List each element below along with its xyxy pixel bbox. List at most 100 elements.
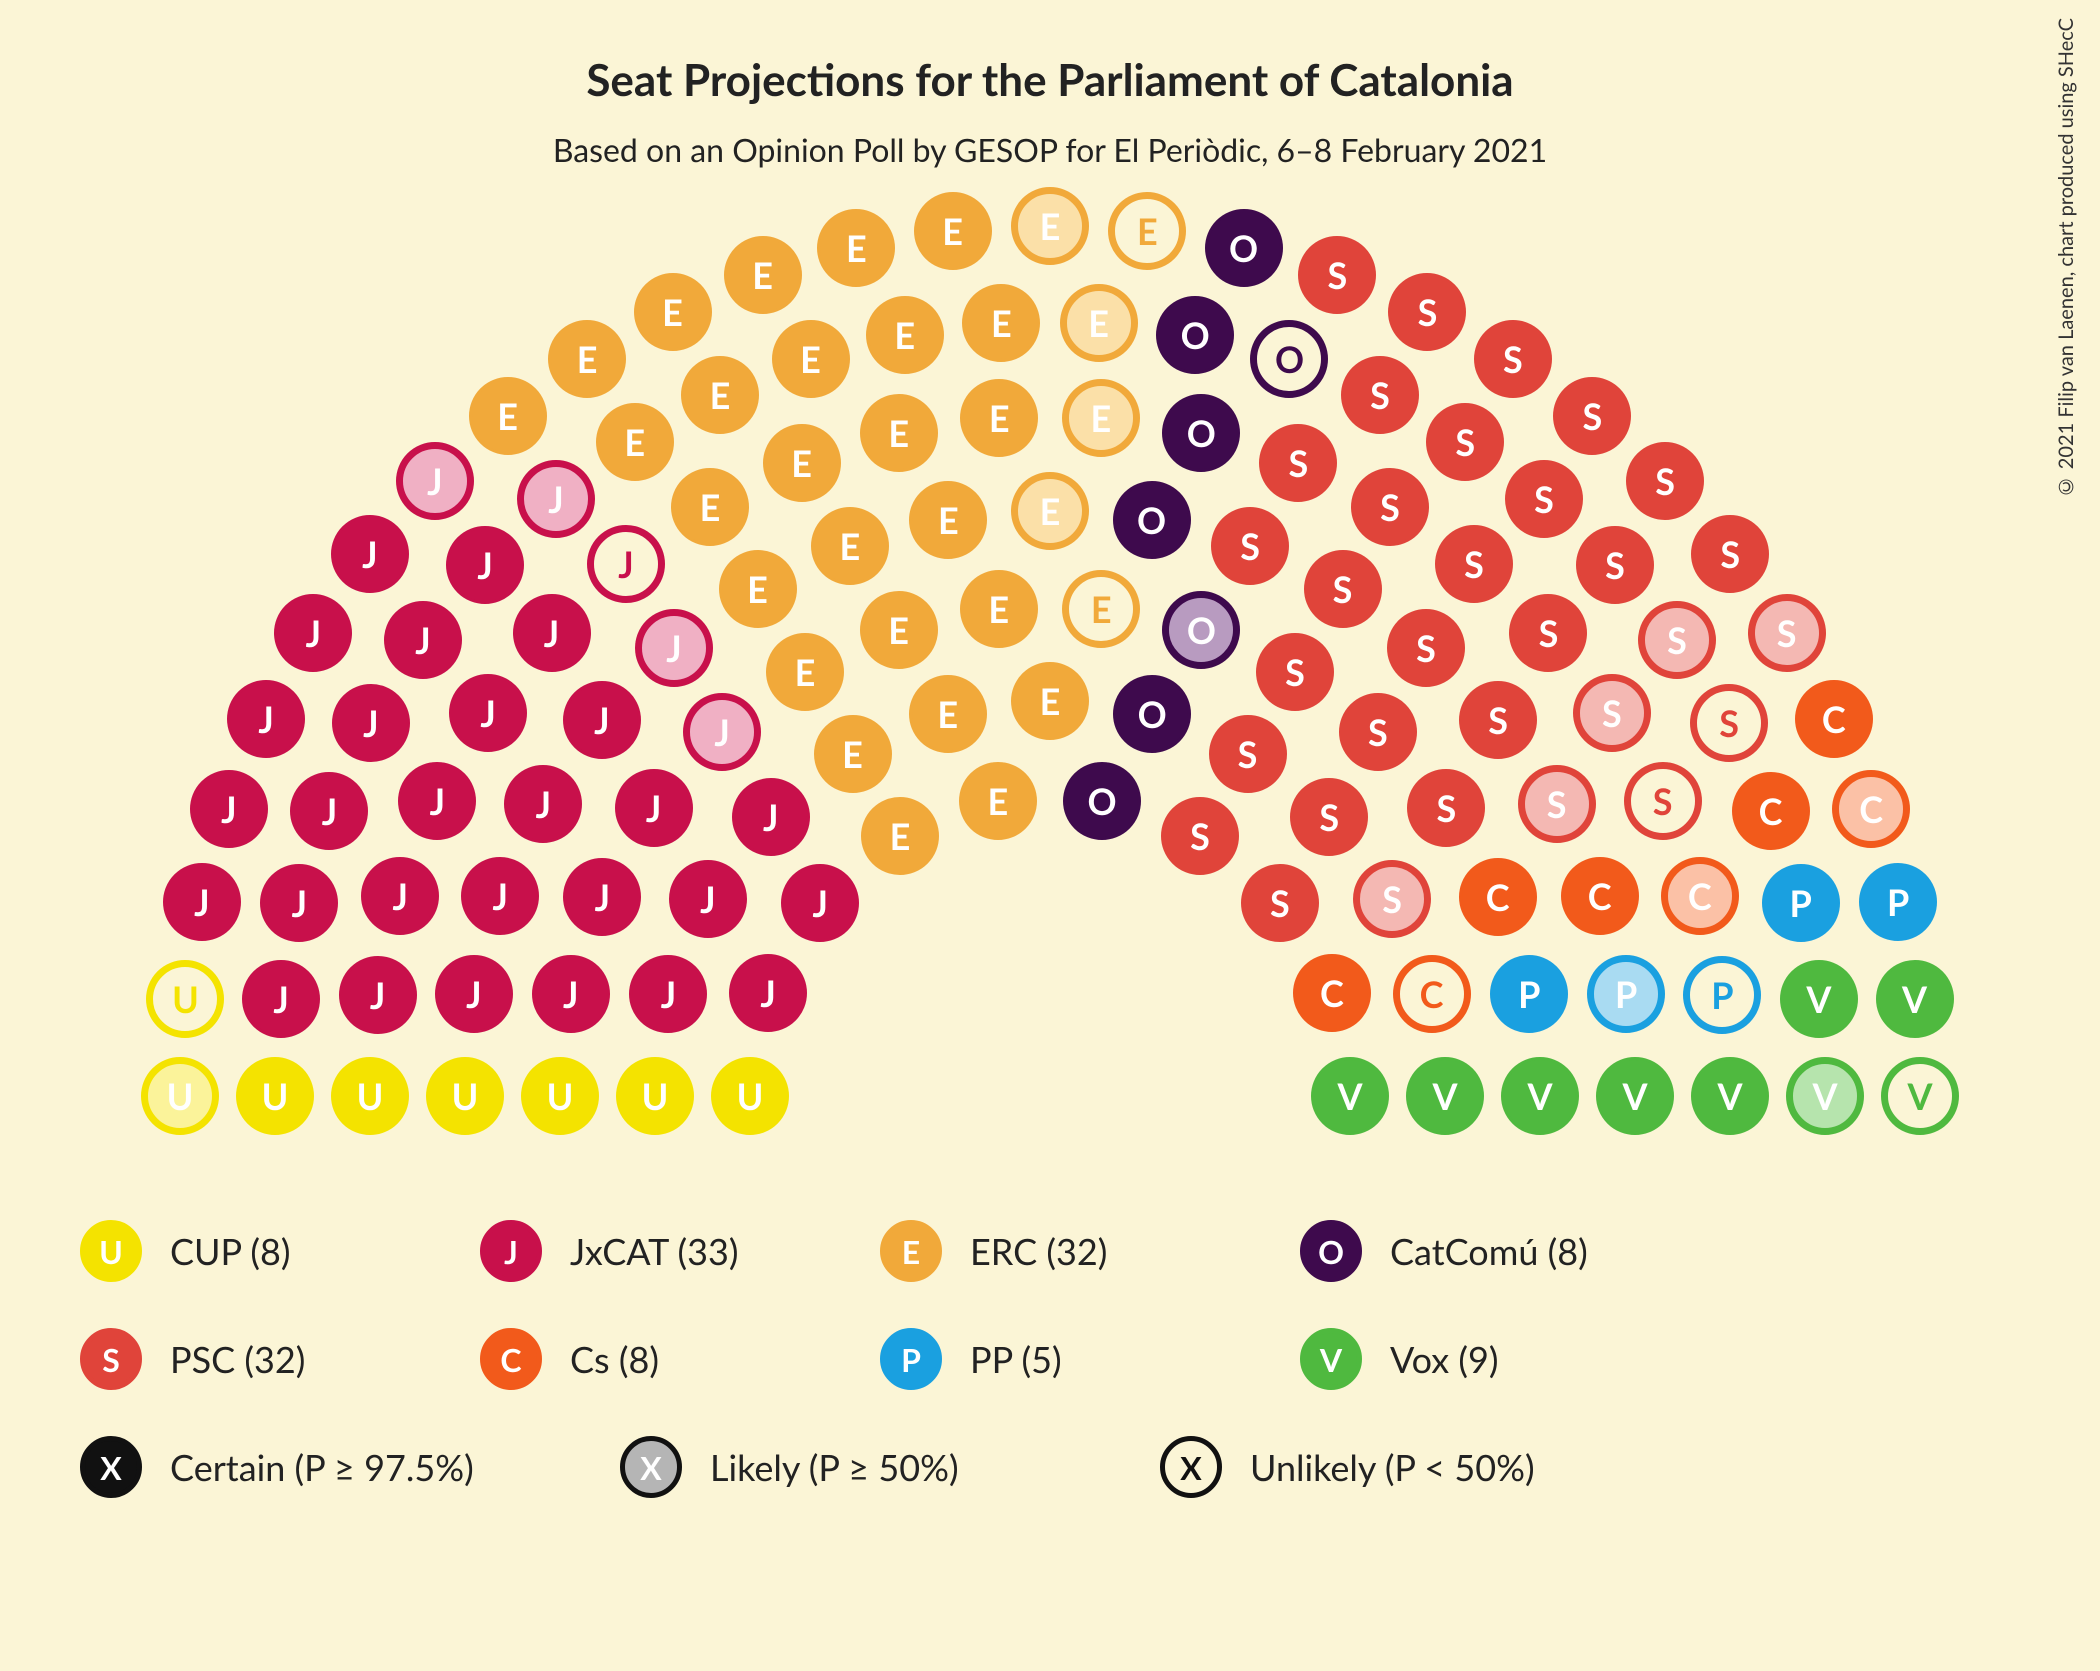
seat: E — [719, 550, 797, 628]
page-root: Seat Projections for the Parliament of C… — [0, 0, 2100, 1671]
seat: C — [1661, 857, 1739, 935]
seat: O — [1063, 762, 1141, 840]
legend-item: XCertain (P ≥ 97.5%) — [80, 1436, 620, 1498]
seat: E — [671, 468, 749, 546]
seat: S — [1209, 715, 1287, 793]
seat: O — [1113, 675, 1191, 753]
legend: UCUP (8)JJxCAT (33)EERC (32)OCatComú (8)… — [80, 1220, 2020, 1544]
seat: J — [635, 609, 713, 687]
seat: U — [146, 960, 224, 1038]
seat: S — [1290, 778, 1368, 856]
seat: V — [1406, 1057, 1484, 1135]
seat: E — [469, 377, 547, 455]
seat: U — [331, 1057, 409, 1135]
seat: J — [513, 594, 591, 672]
legend-label: ERC (32) — [970, 1229, 1107, 1273]
legend-item: PPP (5) — [880, 1328, 1300, 1390]
legend-label: Likely (P ≥ 50%) — [710, 1445, 959, 1489]
seat: S — [1624, 762, 1702, 840]
seat: J — [461, 857, 539, 935]
seat: E — [634, 273, 712, 351]
seat: E — [866, 296, 944, 374]
legend-label: CatComú (8) — [1390, 1229, 1588, 1273]
seat: S — [1553, 377, 1631, 455]
seat: S — [1353, 860, 1431, 938]
seat: J — [361, 857, 439, 935]
seat: O — [1162, 394, 1240, 472]
seat: S — [1435, 525, 1513, 603]
seat: J — [332, 684, 410, 762]
seat: J — [504, 765, 582, 843]
seat: J — [732, 778, 810, 856]
seat: C — [1732, 772, 1810, 850]
seat: P — [1859, 863, 1937, 941]
seat: J — [446, 526, 524, 604]
legend-swatch: X — [1160, 1436, 1222, 1498]
seat: P — [1762, 864, 1840, 942]
legend-label: Unlikely (P < 50%) — [1250, 1445, 1535, 1489]
seat: J — [274, 594, 352, 672]
seat: S — [1505, 460, 1583, 538]
hemicycle-chart: UUUUUUUUJJJJJJJJJJJJJJJJJJJJJJJJJJJJJJJJ… — [60, 210, 2040, 1110]
seat: J — [669, 860, 747, 938]
seat: S — [1387, 609, 1465, 687]
seat: J — [629, 955, 707, 1033]
legend-item: U CUP (8) — [80, 1220, 480, 1282]
seat: U — [616, 1057, 694, 1135]
seat: S — [1341, 356, 1419, 434]
legend-item: CCs (8) — [480, 1328, 880, 1390]
legend-label: PP (5) — [970, 1337, 1062, 1381]
seat: S — [1211, 507, 1289, 585]
legend-swatch: E — [880, 1220, 942, 1282]
seat: E — [763, 424, 841, 502]
legend-row: XCertain (P ≥ 97.5%)XLikely (P ≥ 50%)XUn… — [80, 1436, 2020, 1498]
seat: J — [781, 864, 859, 942]
seat: E — [724, 236, 802, 314]
seat: J — [260, 864, 338, 942]
seat: E — [860, 591, 938, 669]
legend-label: CUP (8) — [170, 1229, 290, 1273]
seat: U — [141, 1057, 219, 1135]
seat: P — [1490, 955, 1568, 1033]
seat: P — [1587, 955, 1665, 1033]
seat: E — [1011, 662, 1089, 740]
seat: O — [1113, 481, 1191, 559]
legend-swatch: U — [80, 1220, 142, 1282]
seat: S — [1161, 797, 1239, 875]
legend-label: Cs (8) — [570, 1337, 659, 1381]
seat: J — [242, 960, 320, 1038]
seat: V — [1786, 1057, 1864, 1135]
seat: S — [1459, 681, 1537, 759]
legend-item: VVox (9) — [1300, 1328, 1720, 1390]
seat: E — [1011, 472, 1089, 550]
seat: E — [960, 379, 1038, 457]
legend-item: OCatComú (8) — [1300, 1220, 1720, 1282]
legend-swatch: X — [80, 1436, 142, 1498]
seat: S — [1691, 515, 1769, 593]
seat: J — [384, 601, 462, 679]
seat: O — [1162, 591, 1240, 669]
seat: V — [1881, 1057, 1959, 1135]
seat: S — [1690, 684, 1768, 762]
legend-swatch: X — [620, 1436, 682, 1498]
seat: J — [587, 525, 665, 603]
seat: E — [914, 192, 992, 270]
seat: V — [1780, 960, 1858, 1038]
seat: J — [615, 769, 693, 847]
seat: S — [1298, 236, 1376, 314]
seat: E — [814, 715, 892, 793]
seat: S — [1518, 765, 1596, 843]
seat: V — [1596, 1057, 1674, 1135]
seat: E — [861, 797, 939, 875]
seat: E — [1062, 379, 1140, 457]
chart-title: Seat Projections for the Parliament of C… — [0, 54, 2100, 106]
seat: J — [449, 674, 527, 752]
seat: J — [331, 515, 409, 593]
seat: S — [1748, 594, 1826, 672]
seat: O — [1250, 320, 1328, 398]
seat: E — [860, 394, 938, 472]
seat: J — [163, 863, 241, 941]
seat: S — [1576, 526, 1654, 604]
seat: C — [1459, 858, 1537, 936]
seat: U — [426, 1057, 504, 1135]
